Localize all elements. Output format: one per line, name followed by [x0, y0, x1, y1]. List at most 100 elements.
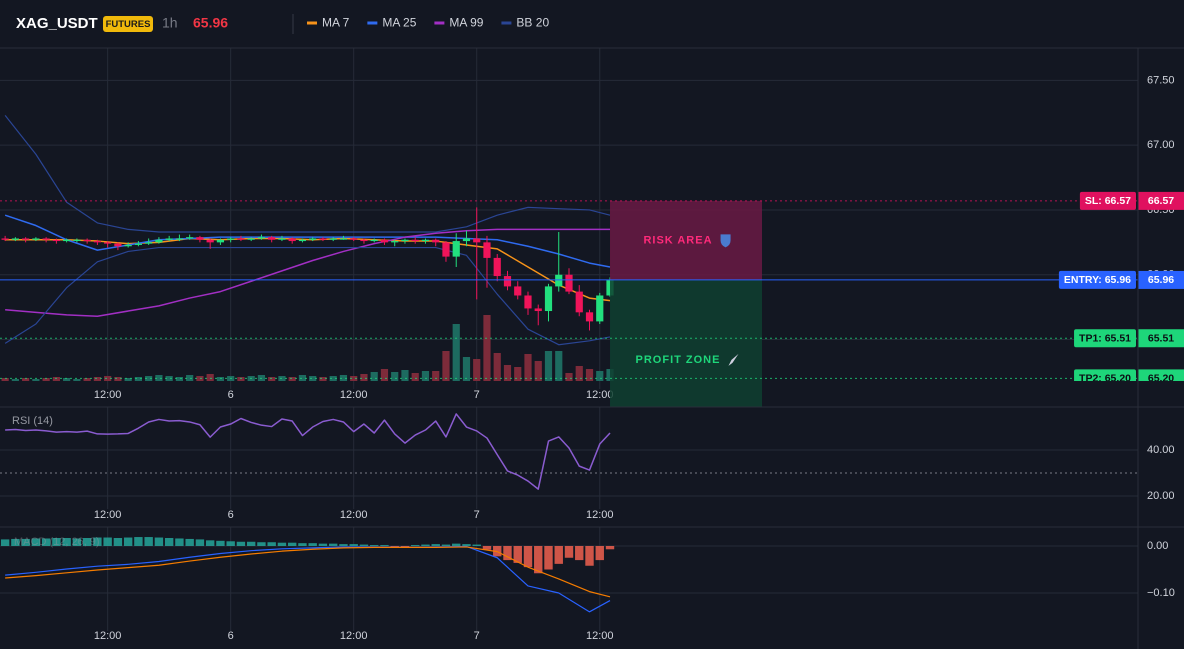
legend-label: MA 99	[449, 16, 483, 30]
level-label-box	[1074, 369, 1136, 381]
candle-body	[370, 239, 378, 242]
histogram-bar	[441, 544, 451, 546]
y-tick-label: −0.10	[1147, 587, 1175, 599]
histogram-bar	[513, 545, 522, 563]
volume-bar	[514, 367, 522, 381]
x-tick-label: 12:00	[586, 509, 614, 521]
candle-body	[493, 257, 501, 277]
volume-bar	[73, 379, 81, 381]
candle-body	[432, 239, 440, 243]
volume-bar	[114, 377, 122, 381]
histogram-bar	[216, 540, 225, 546]
histogram-bar	[164, 537, 174, 546]
histogram-bar	[287, 542, 297, 546]
histogram-bar	[72, 538, 82, 546]
volume-bar	[329, 376, 337, 381]
candle-body	[42, 238, 50, 240]
candle-body	[114, 243, 122, 247]
candle-body	[544, 286, 553, 312]
y-tick-label: 40.00	[1147, 444, 1175, 456]
y-tick-label: 0.00	[1147, 540, 1168, 552]
level-value-box	[1138, 191, 1184, 210]
candle-body	[22, 238, 30, 240]
candle-body	[462, 238, 471, 242]
histogram-bar	[308, 543, 317, 546]
last-price: 65.96	[193, 15, 228, 31]
volume-bar	[186, 375, 194, 381]
volume-bar	[216, 377, 225, 381]
histogram-bar	[246, 541, 256, 546]
volume-bar	[298, 375, 307, 381]
volume-bar	[493, 353, 501, 381]
ma-line	[5, 228, 611, 317]
x-tick-label: 7	[474, 389, 480, 401]
histogram-bar	[482, 545, 492, 550]
histogram-bar	[462, 544, 471, 546]
candle-body	[32, 238, 40, 240]
candle-body	[391, 241, 399, 243]
histogram-bar	[390, 545, 399, 547]
histogram-bar	[195, 539, 205, 546]
volume-bar	[544, 351, 553, 381]
candle-body	[411, 239, 419, 242]
volume-bar	[309, 376, 317, 381]
bollinger-upper	[4, 115, 611, 233]
candle-body	[473, 238, 481, 243]
volume-bar	[83, 378, 91, 381]
histogram-bar	[585, 545, 594, 566]
candle-body	[380, 239, 389, 243]
candle-body	[575, 291, 583, 313]
volume-bar	[391, 372, 399, 381]
candle-body	[104, 242, 112, 244]
candle-body	[329, 238, 337, 240]
legend-label: MA 25	[382, 16, 416, 30]
level-value-box	[1138, 369, 1184, 381]
volume-bar	[1, 378, 9, 381]
candle-body	[257, 237, 266, 239]
volume-bar	[104, 376, 112, 381]
histogram-bar	[380, 545, 389, 546]
candle-body	[442, 242, 450, 257]
volume-bar	[503, 365, 512, 381]
y-tick-label: 67.00	[1147, 139, 1175, 151]
candle-body	[483, 242, 491, 258]
candle-body	[237, 238, 245, 240]
x-tick-label: 7	[474, 630, 480, 642]
candle-body	[319, 238, 327, 240]
histogram-bar	[82, 537, 92, 546]
histogram-bar	[113, 537, 123, 546]
candle-body	[247, 238, 255, 240]
candle-body	[186, 237, 194, 239]
volume-bar	[370, 372, 378, 381]
macd-line	[5, 546, 611, 598]
histogram-bar	[21, 538, 30, 546]
volume-bar	[452, 324, 460, 381]
histogram-bar	[62, 537, 71, 546]
zone	[610, 279, 762, 407]
x-tick-label: 12:00	[340, 630, 368, 642]
candle-body	[1, 238, 9, 240]
histogram-bar	[595, 545, 604, 561]
histogram-bar	[411, 545, 420, 546]
volume-bar	[52, 377, 60, 381]
x-tick-label: 12:00	[586, 389, 614, 401]
candle-body	[155, 239, 163, 243]
histogram-bar	[544, 545, 553, 570]
volume-bar	[524, 354, 532, 381]
candle-body	[216, 239, 225, 243]
level-label-box	[1058, 270, 1136, 289]
candle-body	[350, 238, 358, 240]
level-label: ENTRY: 65.96	[1064, 274, 1131, 286]
volume-bar	[401, 370, 409, 381]
candle-body	[421, 239, 430, 242]
candle-body	[73, 239, 81, 241]
candle-body	[145, 242, 153, 244]
histogram-bar	[134, 537, 143, 546]
candle-body	[585, 312, 594, 322]
histogram-bar	[349, 544, 358, 546]
legend-label: MA 7	[322, 16, 350, 30]
candle-body	[401, 239, 409, 242]
plot-content: RSI (14) MACD (12, 26, 9)	[0, 115, 1138, 613]
candle-body	[514, 286, 522, 296]
